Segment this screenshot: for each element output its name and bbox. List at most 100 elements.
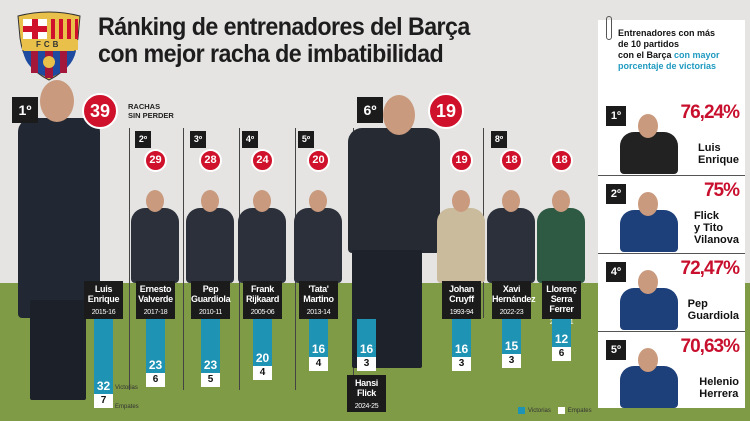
- rank-badge: 1º: [12, 97, 38, 123]
- victorias-bar: 15: [502, 319, 521, 355]
- panel-coach-name-line: Pep: [687, 298, 708, 310]
- empates-side-label: Empates: [115, 404, 139, 410]
- page-title: Ránking de entrenadores del Barça con me…: [98, 14, 498, 68]
- streak-circle: 19: [428, 93, 464, 129]
- panel-heading-line-2: de 10 partidos: [618, 39, 680, 49]
- victorias-side-label: Victorias: [115, 385, 138, 391]
- panel-coach-photo: [620, 288, 678, 330]
- coach-first-name: Pep: [202, 284, 219, 294]
- panel-heading-line-3: con el Barça: [618, 50, 672, 60]
- title-line-1: Ránking de entrenadores del Barça: [98, 13, 470, 41]
- empates-box: 6: [552, 347, 571, 362]
- panel-coach-name-line: Vilanova: [693, 234, 739, 246]
- panel-rank-badge: 4º: [606, 262, 626, 282]
- coach-name-label: Pep Guardiola 2010-11: [191, 281, 231, 319]
- victorias-value: 15: [504, 339, 519, 354]
- panel-coach-name-line: Helenio: [699, 376, 739, 388]
- legend-label-victorias: Victorias: [528, 407, 551, 414]
- panel-coach-photo: [620, 210, 678, 252]
- panel-coach-name-line: Herrera: [699, 388, 739, 400]
- coach-head: [452, 190, 470, 212]
- coach-season: 2010-11: [198, 309, 223, 316]
- coach-last-name: Hernández: [492, 294, 536, 304]
- victorias-bar: 16: [309, 319, 328, 357]
- coach-head: [383, 95, 415, 135]
- coach-head: [502, 190, 520, 212]
- coach-head: [552, 190, 570, 212]
- victorias-value: 32: [96, 379, 111, 394]
- panel-coach-photo: [620, 132, 678, 174]
- panel-coach-name: Helenio Herrera: [699, 376, 739, 400]
- victorias-value: 16: [359, 341, 374, 356]
- streak-circle: 19: [450, 149, 473, 172]
- empates-box: 3: [452, 356, 471, 371]
- victorias-bar: 23: [146, 319, 165, 374]
- coach-season: 2022-23: [499, 309, 524, 316]
- streak-circle: 29: [144, 149, 167, 172]
- panel-percentage: 76,24%: [680, 102, 740, 123]
- coach-last-name: Flick: [356, 388, 376, 398]
- coach-season: 2024-25: [354, 403, 379, 410]
- coach-name-label: Johan Cruyff 1993-94: [442, 281, 481, 319]
- coach-name-label: Luis Enrique 2015-16: [84, 281, 123, 319]
- coach-first-name: Llorenç: [546, 284, 577, 294]
- streak-circle: 18: [550, 149, 573, 172]
- victorias-bar: 12: [552, 319, 571, 348]
- coach-photo: [238, 208, 286, 283]
- coach-last-name: Guardiola: [191, 294, 231, 304]
- coach-first-name: Frank: [250, 284, 274, 294]
- panel-item: 2º 75% Flick y Tito Vilanova: [598, 176, 745, 254]
- chart-legend: Victorias Empates: [518, 407, 592, 414]
- panel-rank-badge: 1º: [606, 106, 626, 126]
- legend-swatch-victorias: [518, 407, 525, 414]
- coach-photo: [186, 208, 234, 283]
- panel-coach-head: [638, 348, 658, 372]
- panel-heading-line-1: Entrenadores con más: [618, 28, 716, 38]
- coach-name-label: Frank Rijkaard 2005-06: [243, 281, 282, 319]
- coach-photo: [294, 208, 342, 283]
- coach-name-label: Xavi Hernández 2022-23: [492, 281, 536, 319]
- streak-circle: 20: [307, 149, 330, 172]
- streak-circle: 24: [251, 149, 274, 172]
- victorias-bar: 16: [452, 319, 471, 357]
- rank-badge: 5º: [298, 131, 314, 148]
- victorias-value: 20: [255, 351, 270, 365]
- panel-percentage: 75%: [703, 180, 740, 201]
- panel-coach-name: Luis Enrique: [698, 142, 739, 166]
- panel-coach-name-line: Flick: [693, 210, 720, 222]
- panel-heading: Entrenadores con más de 10 partidos con …: [618, 28, 720, 72]
- panel-coach-name-line: Guardiola: [687, 310, 739, 322]
- panel-coach-name-line: Luis: [698, 142, 721, 154]
- panel-item: 4º 72,47% Pep Guardiola: [598, 254, 745, 332]
- coach-head: [201, 190, 219, 212]
- empates-box: 5: [201, 373, 220, 388]
- panel-heading-highlight-1: con mayor: [674, 50, 720, 60]
- rank-badge: 6º: [357, 97, 383, 123]
- victorias-value: 12: [554, 332, 569, 347]
- victorias-value: 16: [311, 341, 326, 356]
- coach-last-name: Rijkaard: [245, 294, 280, 304]
- streak-caption-line-2: SIN PERDER: [128, 111, 174, 120]
- coach-first-name: Hansi: [354, 378, 378, 388]
- coach-season: 2015-16: [91, 309, 116, 316]
- coach-first-name: 'Tata': [308, 284, 329, 294]
- fcb-crest-logo: FCB: [14, 10, 84, 82]
- panel-percentage: 70,63%: [680, 336, 740, 357]
- coach-last-name: Cruyff: [449, 294, 474, 304]
- crest-text: FCB: [36, 40, 62, 49]
- coach-photo: [131, 208, 179, 283]
- victorias-bar: 23: [201, 319, 220, 374]
- column-divider: [183, 128, 184, 390]
- rank-badge: 4º: [242, 131, 258, 148]
- coach-name-label: Ernesto Valverde 2017-18: [136, 281, 175, 319]
- victorias-value: 23: [203, 358, 218, 373]
- panel-coach-name: Pep Guardiola: [688, 298, 739, 322]
- panel-coach-photo: [620, 366, 678, 408]
- panel-coach-name-line: Enrique: [698, 154, 739, 166]
- victorias-value: 16: [454, 341, 469, 356]
- coach-photo: [537, 208, 585, 283]
- victorias-bar: 16: [357, 319, 376, 357]
- panel-percentage: 72,47%: [680, 258, 740, 279]
- rank-badge: 2º: [135, 131, 151, 148]
